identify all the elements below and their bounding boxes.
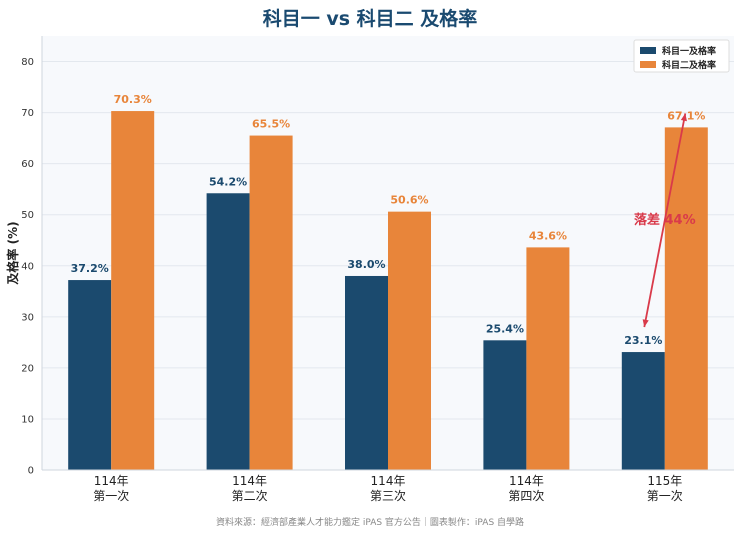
y-tick-label: 30 [21, 312, 34, 323]
bar-value-labels: 37.2% 70.3% 54.2% 65.5% 38.0% 50.6% 25.4% 43.6%… [71, 93, 706, 347]
bar-value-label: 43.6% [529, 229, 567, 242]
bar-value-label: 70.3% [114, 93, 152, 106]
y-tick-label: 60 [21, 159, 34, 170]
legend-swatch [640, 61, 656, 68]
bar-value-label: 23.1% [624, 334, 662, 347]
bar-series1-4 [483, 340, 527, 470]
bar-value-label: 50.6% [390, 194, 428, 207]
chart-title: 科目一 vs 科目二 及格率 [262, 8, 478, 30]
bar-series2-2 [249, 135, 293, 471]
y-tick-label: 50 [21, 210, 34, 221]
x-tick-label: 114年 [232, 474, 267, 488]
bar-value-label: 67.1% [667, 109, 705, 122]
y-axis-label: 及格率 (%) [5, 221, 20, 284]
source-note: 資料來源：經濟部產業人才能力鑑定 iPAS 官方公告｜圖表製作：iPAS 自學路 [215, 518, 525, 528]
y-tick-label: 0 [28, 466, 34, 477]
x-tick-label: 115年 [647, 474, 682, 488]
bar-value-label: 54.2% [209, 175, 247, 188]
legend-label: 科目二及格率 [662, 59, 716, 71]
bar-value-label: 38.0% [347, 258, 385, 271]
x-tick-label: 第三次 [370, 489, 406, 503]
legend-box [633, 39, 730, 73]
x-tick-label: 114年 [509, 474, 544, 488]
x-tick-label: 第一次 [647, 489, 683, 503]
y-tick-label: 70 [21, 108, 34, 119]
bar-chart: 0 10 20 30 40 50 60 70 80 及格率 (%) 37.2% 70.3% 54.2… [5, 36, 734, 503]
y-axis-ticks: 0 10 20 30 40 50 60 70 80 [21, 57, 34, 476]
arrowhead-bottom [642, 319, 649, 328]
annotation-label: 落差 44% [634, 212, 696, 228]
bar-series2-5 [664, 127, 708, 470]
bar-series2-4 [526, 247, 570, 470]
y-tick-label: 40 [21, 261, 34, 272]
y-tick-label: 80 [21, 57, 34, 68]
bar-series1-1 [68, 280, 112, 470]
bar-series2-1 [111, 111, 155, 471]
arrowhead-top [680, 113, 687, 122]
x-tick-label: 114年 [94, 474, 129, 488]
bar-value-label: 25.4% [486, 322, 524, 335]
bar-series1-5 [621, 352, 665, 470]
bar-series1-2 [206, 193, 250, 470]
y-tick-label: 10 [21, 414, 34, 425]
bar-series1-3 [345, 275, 388, 470]
bar-series2-3 [388, 211, 431, 471]
bar-value-label: 65.5% [252, 118, 290, 131]
x-tick-label: 第四次 [508, 489, 544, 503]
bar-value-label: 37.2% [71, 262, 109, 275]
x-tick-label: 第一次 [93, 489, 129, 503]
gap-annotation: 落差 44% [634, 113, 696, 328]
legend-swatch [640, 47, 656, 54]
legend-label: 科目一及格率 [662, 45, 716, 57]
x-tick-label: 114年 [371, 474, 406, 488]
y-tick-label: 20 [21, 363, 34, 374]
annotation-arrow [643, 113, 687, 328]
x-tick-label: 第二次 [232, 489, 268, 503]
